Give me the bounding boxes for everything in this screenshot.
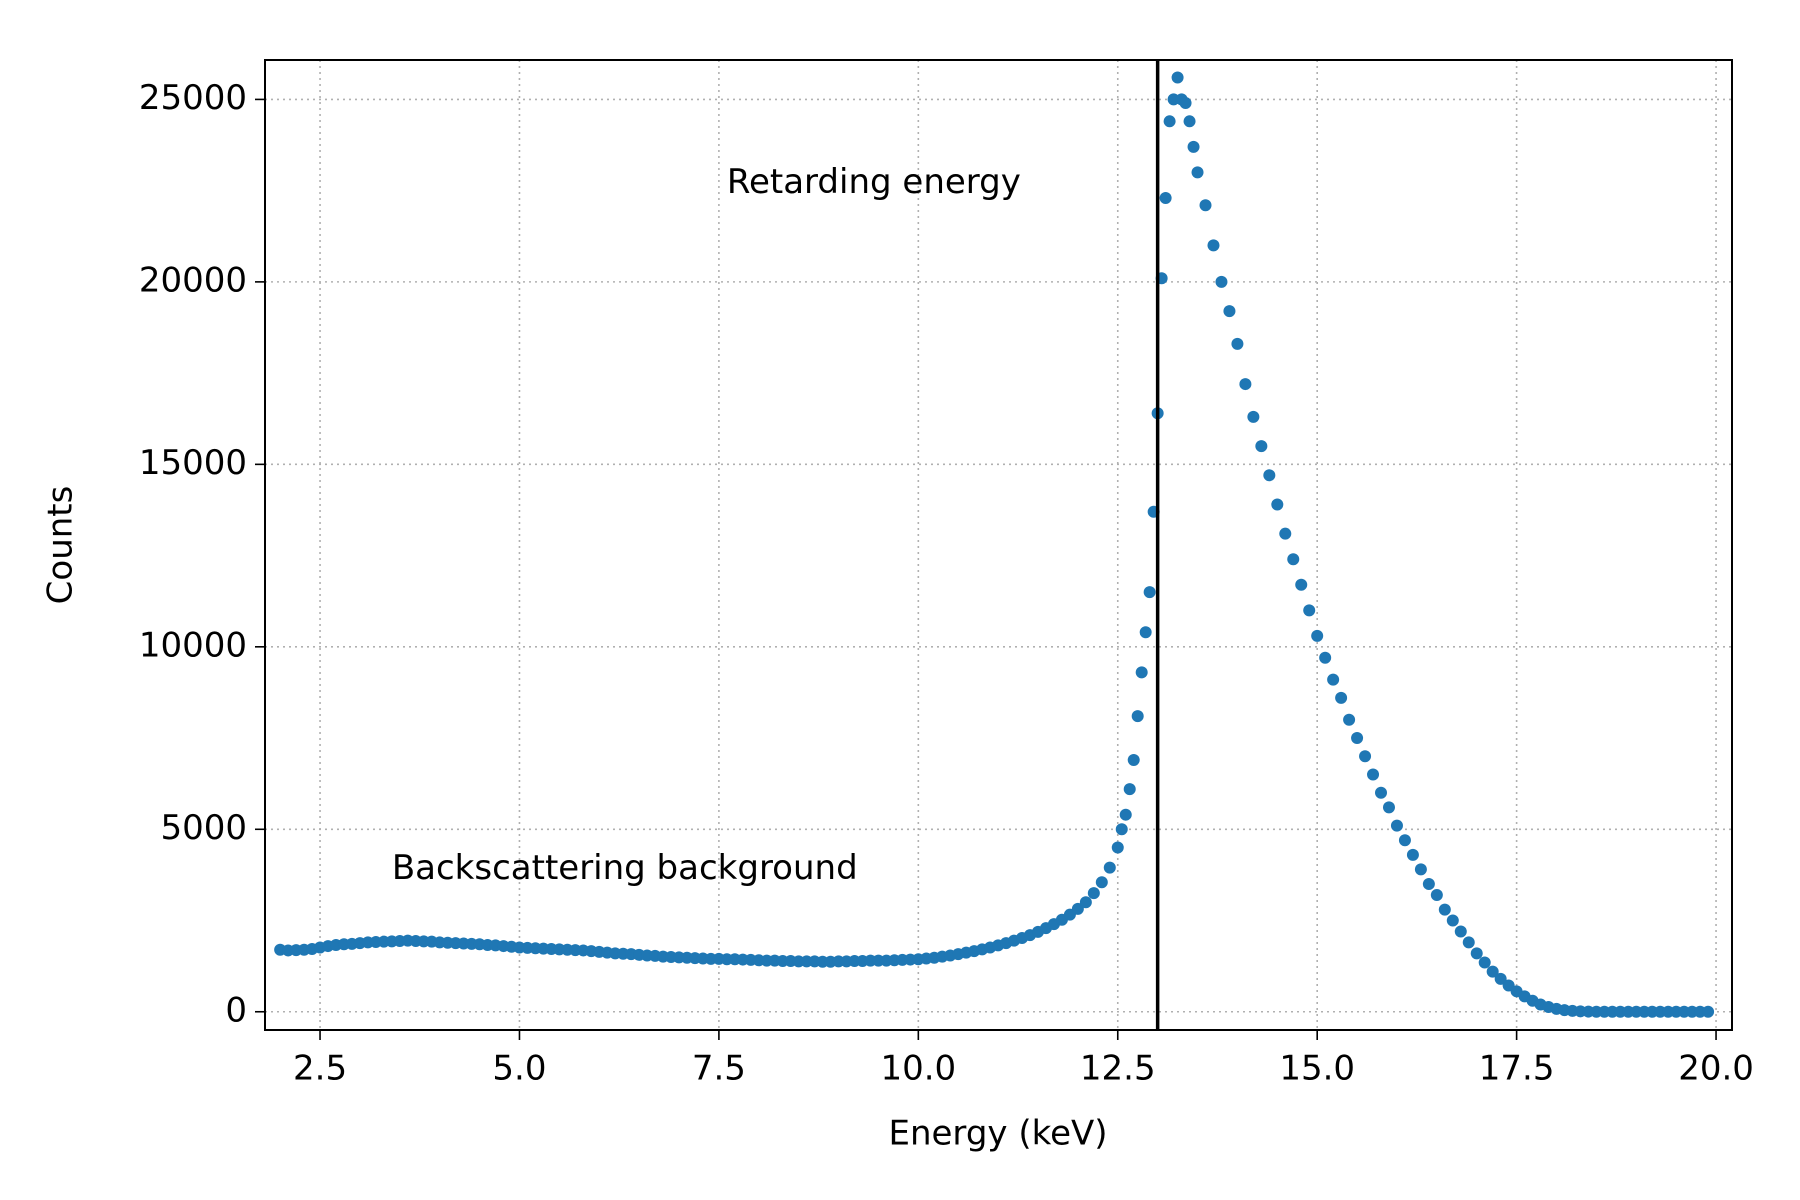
data-point [1279, 527, 1292, 540]
data-point [1446, 914, 1459, 927]
y-tick-label: 5000 [160, 808, 247, 848]
x-tick-label: 15.0 [1279, 1049, 1355, 1089]
data-point [1171, 71, 1184, 84]
data-point [1135, 666, 1148, 679]
data-point [1335, 691, 1348, 704]
x-tick-label: 7.5 [692, 1049, 746, 1089]
data-point [1390, 819, 1403, 832]
data-point [1375, 786, 1388, 799]
y-tick-label: 0 [225, 990, 247, 1030]
data-point [1215, 275, 1228, 288]
data-point [1123, 783, 1136, 796]
y-tick-label: 15000 [139, 443, 247, 483]
data-point [1287, 553, 1300, 566]
data-point [1247, 410, 1260, 423]
data-point [1159, 191, 1172, 204]
data-point [1115, 823, 1128, 836]
data-point [1239, 378, 1252, 391]
data-point [1438, 903, 1451, 916]
data-point [1398, 834, 1411, 847]
data-point [1143, 586, 1156, 599]
data-point [1494, 972, 1507, 985]
y-axis-label: Counts [41, 486, 81, 605]
data-point [1127, 753, 1140, 766]
data-point [1430, 888, 1443, 901]
data-point [1231, 337, 1244, 350]
data-point [1319, 651, 1332, 664]
data-point [1119, 808, 1132, 821]
data-point [1422, 878, 1435, 891]
data-point [1414, 863, 1427, 876]
data-point [1103, 861, 1116, 874]
data-point [1223, 305, 1236, 318]
data-point [1486, 965, 1499, 978]
data-point [1351, 732, 1364, 745]
data-point [1263, 469, 1276, 482]
data-point [1462, 936, 1475, 949]
data-point [1454, 925, 1467, 938]
x-tick-label: 5.0 [492, 1049, 546, 1089]
data-point [1207, 239, 1220, 252]
y-tick-label: 25000 [139, 78, 247, 118]
data-point [1311, 629, 1324, 642]
data-point [1367, 768, 1380, 781]
x-tick-label: 12.5 [1080, 1049, 1156, 1089]
data-point [1255, 440, 1268, 453]
plot-frame [264, 59, 1733, 1031]
y-tick-label: 20000 [139, 260, 247, 300]
data-point [1191, 166, 1204, 179]
data-point [1179, 97, 1192, 110]
data-point [1187, 140, 1200, 153]
data-point [1470, 947, 1483, 960]
data-point [1271, 498, 1284, 511]
data-point [1183, 115, 1196, 128]
annotation: Retarding energy [727, 162, 1021, 202]
data-point [1071, 902, 1084, 915]
x-tick-label: 2.5 [293, 1049, 347, 1089]
data-point [1702, 1005, 1715, 1018]
data-point [1303, 604, 1316, 617]
data-point [1079, 896, 1092, 909]
data-point [1095, 876, 1108, 889]
x-axis-label: Energy (keV) [888, 1114, 1107, 1154]
data-point [1406, 848, 1419, 861]
data-point [1359, 750, 1372, 763]
data-point [1327, 673, 1340, 686]
y-tick-label: 10000 [139, 625, 247, 665]
data-point [1163, 115, 1176, 128]
data-point [1087, 887, 1100, 900]
data-point [1382, 801, 1395, 814]
data-point [1139, 626, 1152, 639]
x-tick-label: 17.5 [1479, 1049, 1555, 1089]
data-point [1295, 578, 1308, 591]
data-point [1199, 199, 1212, 212]
data-point [1131, 710, 1144, 723]
x-tick-label: 20.0 [1678, 1049, 1754, 1089]
data-point [1343, 713, 1356, 726]
x-tick-label: 10.0 [880, 1049, 956, 1089]
data-point [1111, 841, 1124, 854]
data-point [1478, 956, 1491, 969]
annotation: Backscattering background [392, 848, 858, 888]
